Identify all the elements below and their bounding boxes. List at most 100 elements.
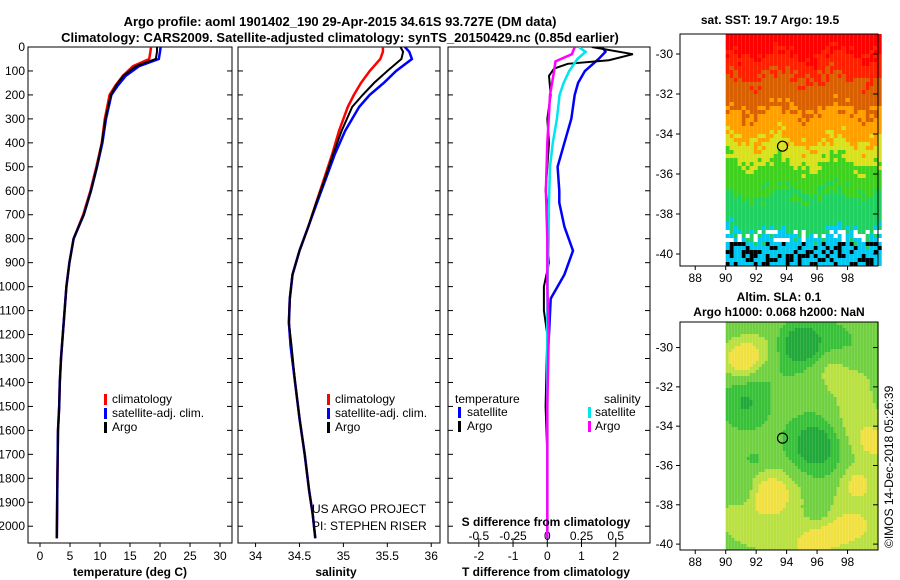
sla-cell (797, 340, 801, 343)
sla-cell (725, 418, 729, 421)
sst-cell (873, 186, 878, 190)
sla-cell (779, 454, 783, 457)
sla-cell (788, 427, 792, 430)
sla-cell (854, 367, 858, 370)
sst-cell (821, 194, 826, 198)
sst-cell (737, 262, 742, 266)
sst-cell (829, 122, 834, 126)
sla-cell (854, 358, 858, 361)
sst-cell (741, 202, 746, 206)
sst-cell (809, 210, 814, 214)
x-tick-label: 35.5 (376, 549, 400, 563)
sla-cell (854, 334, 858, 337)
sla-cell (848, 361, 852, 364)
sla-cell (875, 442, 879, 445)
sst-cell (725, 98, 730, 102)
sla-cell (773, 346, 777, 349)
sla-cell (848, 436, 852, 439)
sst-cell (785, 226, 790, 230)
sst-cell (729, 110, 734, 114)
sst-cell (797, 246, 802, 250)
sst-cell (845, 218, 850, 222)
sst-cell (841, 90, 846, 94)
sst-cell (757, 66, 762, 70)
sla-cell (803, 403, 807, 406)
sst-cell (773, 122, 778, 126)
sla-cell (740, 382, 744, 385)
sst-cell (757, 166, 762, 170)
sla-cell (818, 376, 822, 379)
sst-cell (813, 254, 818, 258)
sst-cell (809, 182, 814, 186)
sst-cell (817, 246, 822, 250)
sla-cell (830, 415, 834, 418)
sst-cell (741, 174, 746, 178)
sst-cell (877, 150, 882, 154)
sst-cell (801, 158, 806, 162)
sst-cell (825, 62, 830, 66)
sst-cell (857, 254, 862, 258)
sst-cell (873, 106, 878, 110)
sla-cell (773, 451, 777, 454)
sla-cell (794, 388, 798, 391)
sst-cell (797, 74, 802, 78)
sst-cell (725, 198, 730, 202)
sst-cell (781, 226, 786, 230)
sla-cell (776, 346, 780, 349)
sst-cell (809, 134, 814, 138)
sla-cell (779, 358, 783, 361)
sst-cell (773, 186, 778, 190)
sla-cell (761, 352, 765, 355)
sst-cell (765, 74, 770, 78)
sst-cell (849, 258, 854, 262)
sst-cell (849, 34, 854, 38)
sst-cell (861, 226, 866, 230)
depth-tick-label: 200 (5, 88, 25, 102)
sst-cell (729, 226, 734, 230)
sla-cell (749, 388, 753, 391)
sla-cell (767, 445, 771, 448)
sla-cell (827, 451, 831, 454)
sst-cell (797, 122, 802, 126)
sla-cell (767, 382, 771, 385)
difference-xlabel: T difference from climatology (462, 565, 630, 579)
map-y-tick-label: -32 (656, 87, 674, 101)
sst-cell (809, 122, 814, 126)
sla-cell (836, 382, 840, 385)
sla-cell (875, 448, 879, 451)
sst-cell (749, 250, 754, 254)
sst-cell (817, 206, 822, 210)
sst-cell (789, 158, 794, 162)
sla-cell (875, 343, 879, 346)
sst-cell (733, 58, 738, 62)
sst-cell (757, 202, 762, 206)
sla-cell (740, 406, 744, 409)
sst-cell (869, 202, 874, 206)
sst-cell (813, 214, 818, 218)
sla-cell (809, 430, 813, 433)
depth-tick-label: 1900 (0, 495, 25, 509)
sla-cell (818, 424, 822, 427)
sla-cell (755, 352, 759, 355)
sst-cell (765, 118, 770, 122)
sst-cell (749, 134, 754, 138)
sla-cell (845, 322, 849, 325)
sla-cell (731, 373, 735, 376)
sst-cell (841, 62, 846, 66)
sla-cell (797, 379, 801, 382)
sla-cell (875, 406, 879, 409)
sla-cell (791, 415, 795, 418)
sla-cell (848, 400, 852, 403)
sst-cell (853, 94, 858, 98)
sla-cell (761, 412, 765, 415)
sla-cell (752, 403, 756, 406)
sst-cell (869, 162, 874, 166)
sla-cell (803, 352, 807, 355)
sla-cell (752, 334, 756, 337)
sla-cell (848, 349, 852, 352)
sla-cell (845, 430, 849, 433)
sst-cell (773, 70, 778, 74)
sst-cell (813, 190, 818, 194)
sst-cell (845, 34, 850, 38)
sla-cell (749, 394, 753, 397)
